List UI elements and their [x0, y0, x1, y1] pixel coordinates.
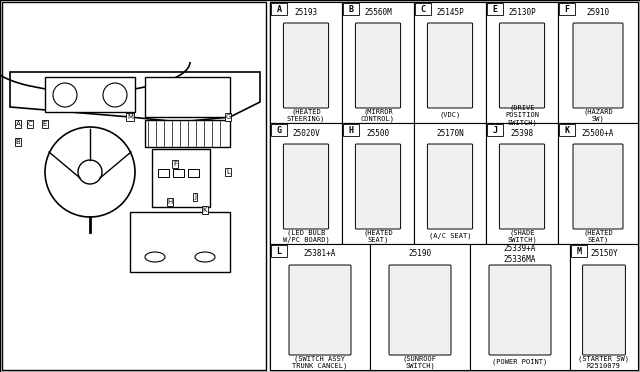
Bar: [415, 3, 431, 15]
Bar: [342, 123, 414, 244]
Bar: [571, 245, 587, 257]
Text: 25170N: 25170N: [436, 128, 464, 138]
Text: F: F: [564, 4, 570, 13]
Text: (HEATED
STEERING): (HEATED STEERING): [287, 108, 325, 122]
Text: L: L: [276, 247, 282, 256]
Text: E: E: [493, 4, 497, 13]
Text: M: M: [577, 247, 582, 256]
FancyBboxPatch shape: [284, 144, 328, 229]
Text: (POWER POINT): (POWER POINT): [492, 359, 548, 365]
Bar: [343, 124, 359, 136]
Bar: [271, 245, 287, 257]
Bar: [558, 2, 638, 123]
Text: M: M: [127, 114, 133, 120]
Text: 25560M: 25560M: [364, 7, 392, 16]
Text: (STARTER SW)
R2510079: (STARTER SW) R2510079: [579, 355, 630, 369]
Bar: [173, 169, 184, 177]
Bar: [130, 212, 230, 272]
FancyBboxPatch shape: [355, 23, 401, 108]
Bar: [271, 3, 287, 15]
Text: (HAZARD
SW): (HAZARD SW): [583, 108, 613, 122]
Text: 25193: 25193: [294, 7, 317, 16]
FancyBboxPatch shape: [289, 265, 351, 355]
Bar: [270, 244, 370, 370]
Text: H: H: [349, 125, 353, 135]
Bar: [2, 2, 266, 370]
Bar: [343, 3, 359, 15]
FancyBboxPatch shape: [428, 144, 472, 229]
Bar: [487, 124, 503, 136]
Text: J: J: [493, 125, 497, 135]
Text: B: B: [349, 4, 353, 13]
Text: 25020V: 25020V: [292, 128, 320, 138]
Text: 25500: 25500: [367, 128, 390, 138]
Bar: [145, 120, 230, 147]
Text: A: A: [276, 4, 282, 13]
Text: L: L: [226, 169, 230, 175]
Bar: [486, 123, 558, 244]
Bar: [570, 244, 638, 370]
FancyBboxPatch shape: [573, 144, 623, 229]
FancyBboxPatch shape: [489, 265, 551, 355]
Bar: [270, 2, 638, 370]
FancyBboxPatch shape: [428, 23, 472, 108]
FancyBboxPatch shape: [389, 265, 451, 355]
Bar: [188, 169, 199, 177]
Text: 25500+A: 25500+A: [582, 128, 614, 138]
Text: A: A: [15, 121, 20, 127]
Text: 25130P: 25130P: [508, 7, 536, 16]
Bar: [271, 124, 287, 136]
Text: K: K: [203, 207, 207, 213]
Bar: [486, 2, 558, 123]
Bar: [559, 124, 575, 136]
Bar: [145, 77, 230, 117]
Text: (VDC): (VDC): [440, 112, 461, 118]
Bar: [370, 244, 470, 370]
Text: 25339+A
25336MA: 25339+A 25336MA: [504, 244, 536, 264]
Bar: [270, 2, 342, 123]
Text: (MIRROR
CONTROL): (MIRROR CONTROL): [361, 108, 395, 122]
Bar: [414, 123, 486, 244]
FancyBboxPatch shape: [573, 23, 623, 108]
Text: E: E: [43, 121, 47, 127]
Text: (A/C SEAT): (A/C SEAT): [429, 233, 471, 239]
Text: 25381+A: 25381+A: [304, 250, 336, 259]
Text: H: H: [168, 199, 173, 205]
Text: G: G: [276, 125, 282, 135]
Bar: [152, 149, 210, 207]
Bar: [158, 169, 169, 177]
Text: (SWITCH ASSY
TRUNK CANCEL): (SWITCH ASSY TRUNK CANCEL): [292, 355, 348, 369]
Text: (HEATED
SEAT): (HEATED SEAT): [583, 229, 613, 243]
Text: (DRIVE
POSITION
SWITCH): (DRIVE POSITION SWITCH): [505, 105, 539, 125]
FancyBboxPatch shape: [284, 23, 328, 108]
FancyBboxPatch shape: [355, 144, 401, 229]
Bar: [559, 3, 575, 15]
Text: B: B: [15, 139, 20, 145]
Bar: [470, 244, 570, 370]
Text: G: G: [225, 114, 230, 120]
Text: F: F: [173, 161, 177, 167]
Text: 25150Y: 25150Y: [590, 250, 618, 259]
FancyBboxPatch shape: [582, 265, 625, 355]
Text: (SHADE
SWITCH): (SHADE SWITCH): [507, 229, 537, 243]
Bar: [558, 123, 638, 244]
Bar: [270, 123, 342, 244]
Text: 25398: 25398: [511, 128, 534, 138]
Text: (SUNROOF
SWITCH): (SUNROOF SWITCH): [403, 355, 437, 369]
Text: (HEATED
SEAT): (HEATED SEAT): [363, 229, 393, 243]
FancyBboxPatch shape: [499, 23, 545, 108]
Text: 25910: 25910: [586, 7, 609, 16]
Text: J: J: [194, 194, 196, 200]
Text: 25145P: 25145P: [436, 7, 464, 16]
Text: 25190: 25190: [408, 250, 431, 259]
Bar: [342, 2, 414, 123]
Bar: [487, 3, 503, 15]
Bar: [414, 2, 486, 123]
FancyBboxPatch shape: [499, 144, 545, 229]
Text: C: C: [28, 121, 33, 127]
Text: C: C: [420, 4, 426, 13]
Text: (LED BULB
W/PC BOARD): (LED BULB W/PC BOARD): [283, 229, 330, 243]
Bar: [45, 77, 135, 112]
Text: K: K: [564, 125, 570, 135]
